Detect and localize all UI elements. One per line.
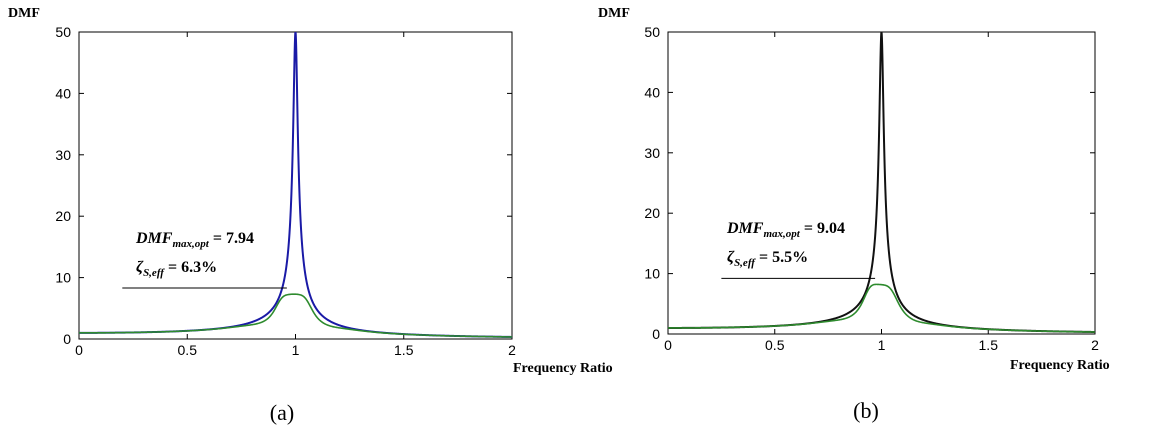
x-tick-label: 0.5 <box>765 337 785 353</box>
y-tick-label: 10 <box>644 266 660 282</box>
y-axis-label: DMF <box>8 6 40 21</box>
series-uncontrolled-line <box>79 32 512 338</box>
y-tick-label: 30 <box>55 147 71 163</box>
y-tick-label: 50 <box>644 24 660 40</box>
subfigure-label: (a) <box>270 400 294 425</box>
x-tick-label: 0.5 <box>178 342 198 358</box>
y-tick-label: 20 <box>55 208 71 224</box>
series-controlled-line <box>79 293 512 338</box>
y-tick-label: 10 <box>55 270 71 286</box>
y-tick-label: 20 <box>644 205 660 221</box>
y-tick-label: 40 <box>55 85 71 101</box>
x-tick-label: 1 <box>292 342 300 358</box>
subfigure-label: (b) <box>853 398 879 423</box>
y-tick-label: 0 <box>63 331 71 347</box>
x-tick-label: 0 <box>664 337 672 353</box>
x-tick-label: 1.5 <box>979 337 999 353</box>
y-tick-label: 0 <box>652 326 660 342</box>
annotation-zeta-eff: ζS,eff = 5.5% <box>727 249 808 269</box>
x-tick-label: 2 <box>1091 337 1099 353</box>
axes-frame <box>78 31 513 340</box>
x-tick-label: 2 <box>508 342 516 358</box>
x-tick-label: 0 <box>75 342 83 358</box>
axes-frame <box>667 31 1096 335</box>
series-uncontrolled-line <box>668 32 1095 333</box>
x-axis-label: Frequency Ratio <box>1010 358 1110 373</box>
y-tick-label: 40 <box>644 84 660 100</box>
x-tick-label: 1 <box>878 337 886 353</box>
x-tick-label: 1.5 <box>394 342 414 358</box>
y-tick-label: 50 <box>55 24 71 40</box>
series-controlled-line <box>668 283 1095 333</box>
annotation-dmf-max: DMFmax,opt = 9.04 <box>726 220 845 240</box>
annotation-zeta-eff: ζS,eff = 6.3% <box>136 259 217 279</box>
x-axis-label: Frequency Ratio <box>513 361 613 376</box>
y-axis-label: DMF <box>598 6 630 21</box>
annotation-dmf-max: DMFmax,opt = 7.94 <box>135 230 254 250</box>
y-tick-label: 30 <box>644 145 660 161</box>
